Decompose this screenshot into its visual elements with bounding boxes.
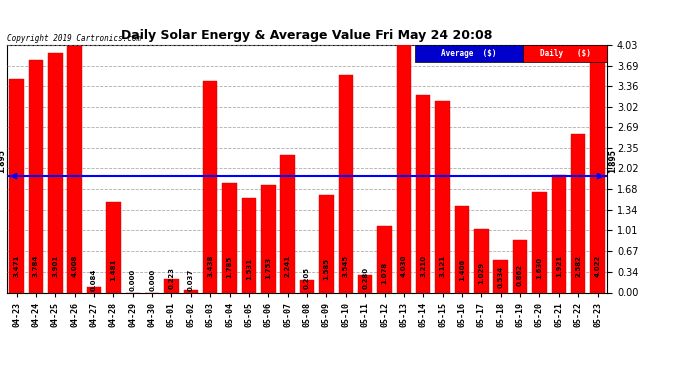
Text: 1.406: 1.406 bbox=[459, 259, 465, 281]
Bar bbox=[222, 183, 237, 292]
Text: 1.585: 1.585 bbox=[324, 258, 329, 280]
Bar bbox=[241, 198, 256, 292]
Bar bbox=[68, 46, 82, 292]
Bar bbox=[106, 201, 121, 292]
Bar bbox=[551, 174, 566, 292]
Text: 3.784: 3.784 bbox=[33, 255, 39, 277]
Text: 1.921: 1.921 bbox=[555, 255, 562, 277]
Text: 1.895: 1.895 bbox=[0, 149, 6, 173]
Bar bbox=[261, 185, 275, 292]
Text: 4.008: 4.008 bbox=[72, 255, 78, 277]
Bar bbox=[474, 229, 489, 292]
Bar bbox=[184, 290, 198, 292]
Bar bbox=[339, 75, 353, 292]
Bar bbox=[493, 260, 508, 292]
Bar bbox=[29, 60, 43, 292]
Text: 3.545: 3.545 bbox=[343, 255, 348, 277]
Text: 2.582: 2.582 bbox=[575, 255, 581, 277]
Text: 0.000: 0.000 bbox=[149, 269, 155, 291]
Title: Daily Solar Energy & Average Value Fri May 24 20:08: Daily Solar Energy & Average Value Fri M… bbox=[121, 30, 493, 42]
Text: 0.534: 0.534 bbox=[497, 266, 504, 288]
Text: Daily   ($): Daily ($) bbox=[540, 49, 591, 58]
Text: 0.037: 0.037 bbox=[188, 269, 194, 291]
Bar bbox=[319, 195, 334, 292]
Bar bbox=[590, 45, 604, 292]
Bar bbox=[87, 287, 101, 292]
Text: 3.901: 3.901 bbox=[52, 255, 59, 277]
Text: 1.481: 1.481 bbox=[110, 258, 117, 280]
Text: 1.785: 1.785 bbox=[226, 256, 233, 278]
Text: 3.438: 3.438 bbox=[207, 255, 213, 277]
Bar bbox=[48, 53, 63, 292]
Bar bbox=[358, 275, 373, 292]
Bar bbox=[416, 95, 431, 292]
Text: 1.753: 1.753 bbox=[266, 256, 271, 279]
Text: 0.223: 0.223 bbox=[168, 267, 175, 290]
Text: 2.241: 2.241 bbox=[285, 255, 290, 277]
Bar bbox=[397, 45, 411, 292]
Text: 0.862: 0.862 bbox=[517, 264, 523, 286]
Text: 0.280: 0.280 bbox=[362, 267, 368, 290]
Text: 4.022: 4.022 bbox=[595, 255, 600, 277]
Text: Copyright 2019 Cartronics.com: Copyright 2019 Cartronics.com bbox=[7, 33, 141, 42]
Text: Average  ($): Average ($) bbox=[442, 49, 497, 58]
Text: 1.078: 1.078 bbox=[382, 262, 388, 284]
Bar bbox=[532, 192, 546, 292]
Text: 1.531: 1.531 bbox=[246, 258, 252, 280]
Text: 0.000: 0.000 bbox=[130, 269, 136, 291]
Text: 3.471: 3.471 bbox=[14, 255, 19, 277]
Text: 3.210: 3.210 bbox=[420, 255, 426, 277]
Text: 0.205: 0.205 bbox=[304, 267, 310, 290]
Text: 1.029: 1.029 bbox=[478, 262, 484, 284]
Text: 1.895: 1.895 bbox=[608, 149, 617, 173]
Bar bbox=[377, 226, 392, 292]
Bar bbox=[415, 45, 523, 62]
Bar bbox=[571, 134, 585, 292]
Bar bbox=[455, 206, 469, 292]
Bar bbox=[203, 81, 217, 292]
Bar bbox=[435, 101, 450, 292]
Text: 1.630: 1.630 bbox=[536, 257, 542, 279]
Bar bbox=[164, 279, 179, 292]
Text: 4.030: 4.030 bbox=[401, 255, 407, 277]
Bar bbox=[10, 80, 24, 292]
Bar bbox=[523, 45, 607, 62]
Text: 3.121: 3.121 bbox=[440, 255, 446, 277]
Text: 0.084: 0.084 bbox=[91, 269, 97, 291]
Bar bbox=[299, 280, 315, 292]
Bar bbox=[280, 155, 295, 292]
Bar bbox=[513, 240, 527, 292]
